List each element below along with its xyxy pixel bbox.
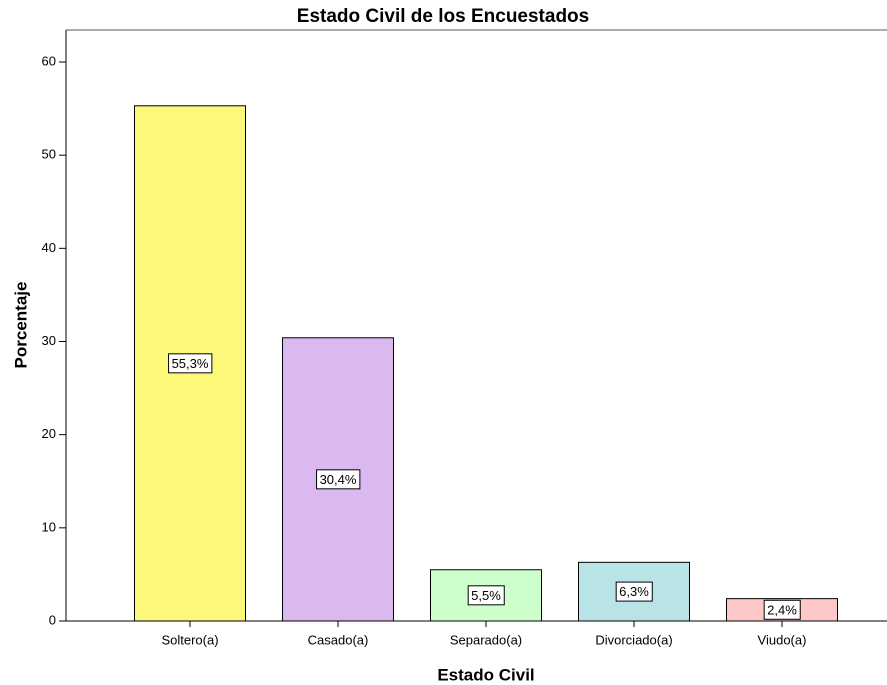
y-tick-label: 40 bbox=[42, 240, 56, 255]
y-tick-label: 50 bbox=[42, 147, 56, 162]
value-label: 6,3% bbox=[619, 584, 649, 599]
value-label-box bbox=[467, 585, 505, 606]
value-label: 2,4% bbox=[767, 602, 797, 617]
chart-title: Estado Civil de los Encuestados bbox=[297, 6, 589, 27]
x-tick-label: Separado(a) bbox=[450, 632, 522, 647]
y-axis-title: Porcentaje bbox=[11, 282, 30, 369]
x-tick-label: Divorciado(a) bbox=[595, 632, 672, 647]
y-tick-label: 10 bbox=[42, 519, 56, 534]
y-tick-label: 20 bbox=[42, 426, 56, 441]
value-label-box bbox=[763, 599, 801, 620]
x-tick-label: Viudo(a) bbox=[758, 632, 807, 647]
value-label-box bbox=[168, 353, 213, 374]
value-label-box bbox=[615, 581, 653, 602]
y-tick-label: 0 bbox=[49, 612, 56, 627]
y-tick-label: 30 bbox=[42, 333, 56, 348]
x-tick-label: Soltero(a) bbox=[161, 632, 218, 647]
value-label: 55,3% bbox=[172, 356, 209, 371]
value-label: 30,4% bbox=[320, 472, 357, 487]
x-tick-label: Casado(a) bbox=[308, 632, 369, 647]
value-label: 5,5% bbox=[471, 588, 501, 603]
x-axis-title: Estado Civil bbox=[437, 665, 534, 684]
value-label-box bbox=[316, 469, 361, 490]
y-tick-label: 60 bbox=[42, 53, 56, 68]
